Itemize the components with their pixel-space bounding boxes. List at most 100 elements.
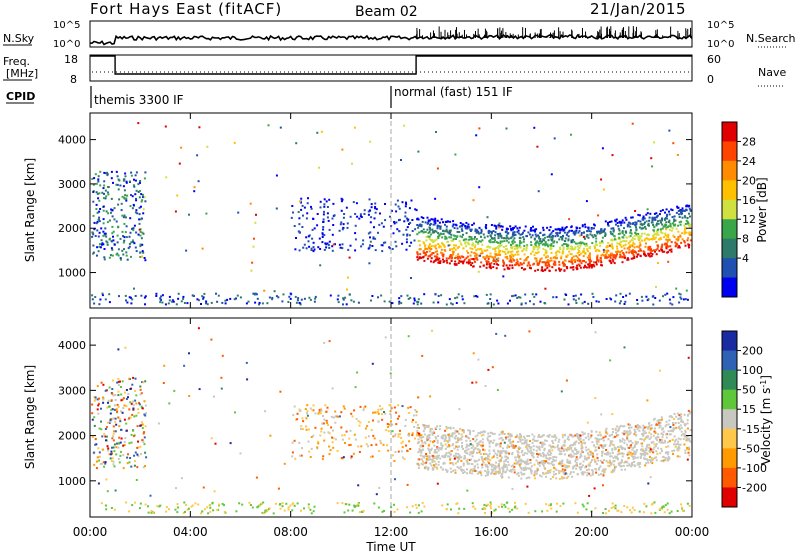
echo-cell: [628, 447, 630, 449]
echo-cell: [429, 254, 431, 256]
echo-cell: [400, 295, 402, 297]
echo-cell: [655, 450, 657, 452]
echo-cell: [599, 431, 601, 433]
echo-cell: [99, 299, 101, 301]
echo-cell: [547, 236, 549, 238]
echo-cell: [454, 433, 456, 435]
echo-cell: [459, 226, 461, 228]
echo-cell: [138, 218, 140, 220]
echo-cell: [519, 237, 521, 239]
echo-cell: [583, 232, 585, 234]
echo-cell: [590, 435, 592, 437]
echo-cell: [525, 249, 527, 251]
echo-cell: [458, 467, 460, 469]
echo-cell: [573, 256, 575, 258]
echo-cell: [576, 227, 578, 229]
echo-cell: [544, 302, 546, 304]
echo-cell: [682, 510, 684, 512]
echo-cell: [473, 199, 475, 201]
echo-cell: [680, 413, 682, 415]
echo-cell: [135, 378, 137, 380]
echo-cell: [630, 427, 632, 429]
echo-cell: [592, 296, 594, 298]
echo-cell: [346, 289, 348, 291]
echo-cell: [557, 444, 559, 446]
echo-cell: [310, 299, 312, 301]
echo-cell: [314, 301, 316, 303]
echo-cell: [677, 449, 679, 451]
echo-cell: [591, 264, 593, 266]
echo-cell: [323, 218, 325, 220]
echo-cell: [571, 456, 573, 458]
echo-cell: [334, 214, 336, 216]
echo-cell: [485, 465, 487, 467]
echo-cell: [480, 474, 482, 476]
echo-cell: [427, 217, 429, 219]
echo-cell: [332, 234, 334, 236]
echo-cell: [470, 459, 472, 461]
echo-cell: [605, 449, 607, 451]
echo-cell: [576, 268, 578, 270]
echo-cell: [113, 218, 115, 220]
echo-cell: [142, 250, 144, 252]
echo-cell: [466, 449, 468, 451]
echo-cell: [341, 210, 343, 212]
echo-cell: [527, 265, 529, 267]
echo-cell: [649, 217, 651, 219]
echo-cell: [589, 258, 591, 260]
echo-cell: [645, 243, 647, 245]
echo-cell: [619, 426, 621, 428]
echo-cell: [144, 196, 146, 198]
echo-cell: [444, 456, 446, 458]
echo-cell: [297, 299, 299, 301]
echo-cell: [595, 449, 597, 451]
echo-cell: [503, 504, 505, 506]
echo-cell: [100, 428, 102, 430]
echo-cell: [501, 229, 503, 231]
echo-cell: [144, 200, 146, 202]
echo-cell: [124, 194, 126, 196]
echo-cell: [171, 301, 173, 303]
echo-cell: [531, 434, 533, 436]
echo-cell: [312, 229, 314, 231]
echo-cell: [97, 197, 99, 199]
echo-cell: [581, 450, 583, 452]
echo-cell: [632, 447, 634, 449]
echo-cell: [502, 468, 504, 470]
echo-cell: [598, 301, 600, 303]
echo-cell: [340, 247, 342, 249]
echo-cell: [665, 452, 667, 454]
echo-cell: [175, 509, 177, 511]
echo-cell: [123, 180, 125, 182]
echo-cell: [455, 472, 457, 474]
echo-cell: [437, 301, 439, 303]
echo-cell: [541, 266, 543, 268]
echo-cell: [416, 430, 418, 432]
echo-cell: [570, 261, 572, 263]
echo-cell: [601, 438, 603, 440]
echo-cell: [586, 472, 588, 474]
echo-cell: [593, 227, 595, 229]
echo-cell: [126, 236, 128, 238]
echo-cell: [647, 249, 649, 251]
echo-cell: [275, 503, 277, 505]
echo-cell: [142, 212, 144, 214]
echo-cell: [139, 446, 141, 448]
echo-cell: [618, 464, 620, 466]
echo-cell: [429, 458, 431, 460]
echo-cell: [505, 253, 507, 255]
echo-cell: [683, 298, 685, 300]
echo-cell: [436, 425, 438, 427]
echo-cell: [650, 461, 652, 463]
echo-cell: [444, 430, 446, 432]
echo-cell: [136, 212, 138, 214]
echo-cell: [128, 408, 130, 410]
echo-cell: [586, 267, 588, 269]
echo-cell: [495, 462, 497, 464]
echo-cell: [533, 474, 535, 476]
echo-cell: [593, 261, 595, 263]
echo-cell: [655, 237, 657, 239]
echo-cell: [461, 295, 463, 297]
echo-cell: [304, 207, 306, 209]
echo-cell: [485, 227, 487, 229]
